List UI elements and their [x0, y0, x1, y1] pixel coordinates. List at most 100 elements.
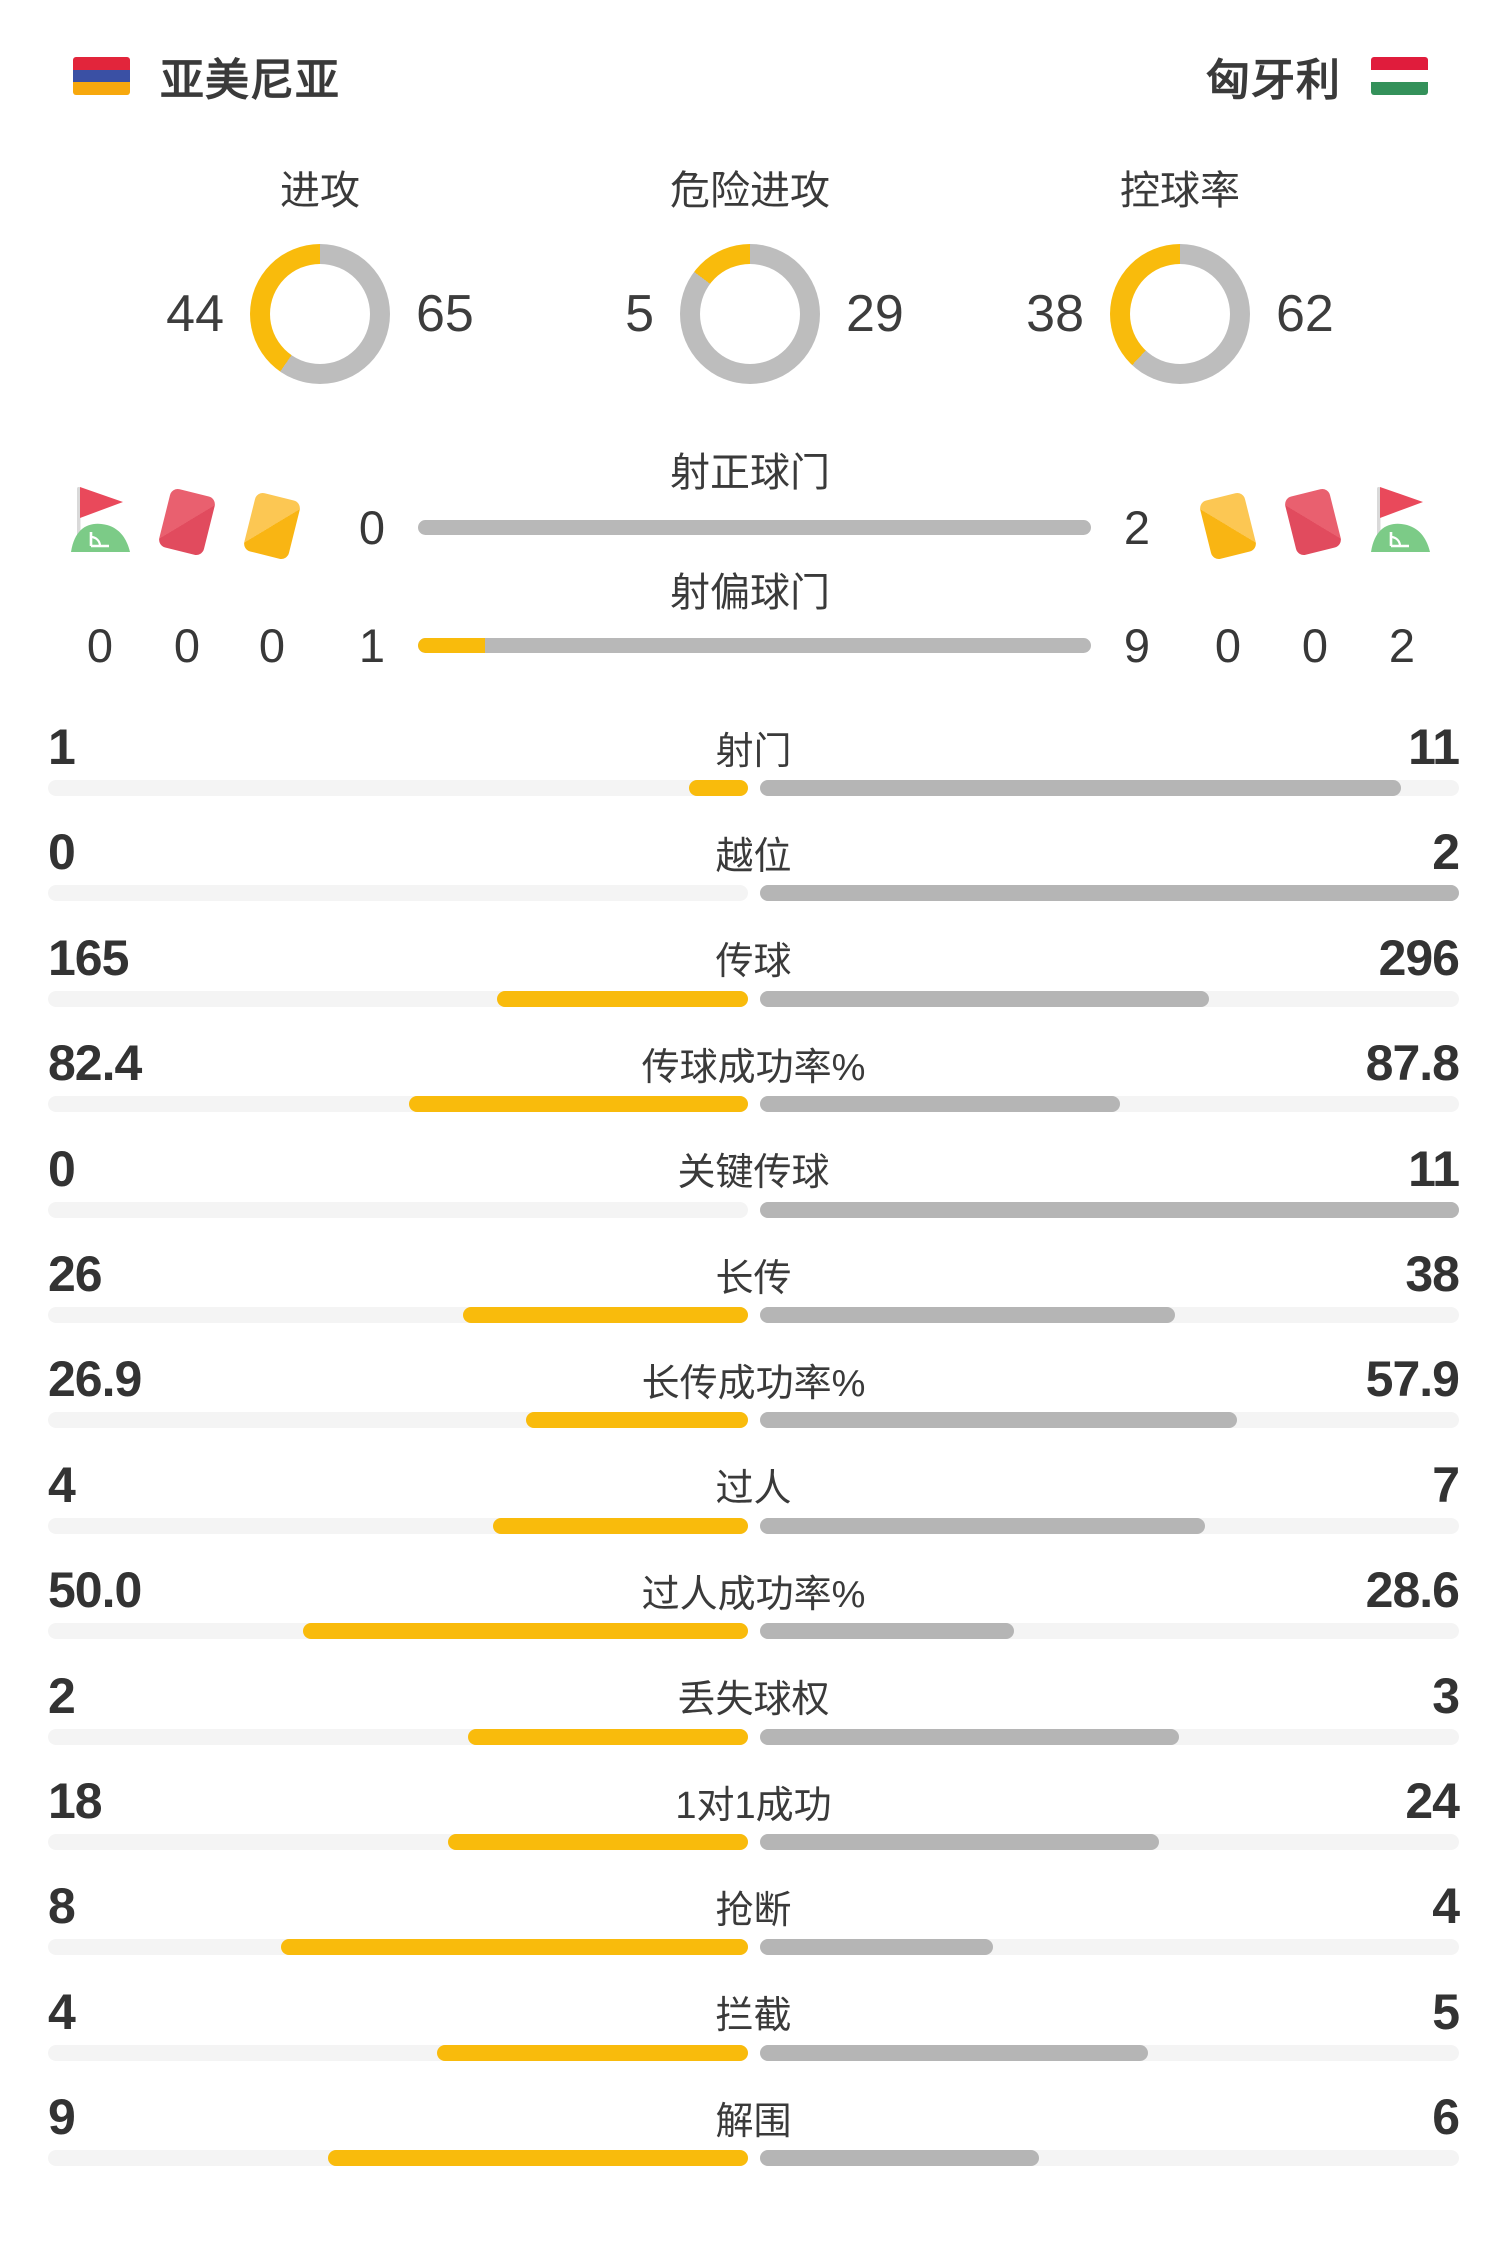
donut-away-value: 62: [1276, 285, 1334, 343]
stat-line: 抢断 8 4: [48, 1878, 1460, 1935]
stat-row: 丢失球权 2 3: [48, 1667, 1460, 1752]
away-bar-track: [759, 1096, 1459, 1113]
donut-chart: [1110, 244, 1250, 384]
stat-bars: [48, 990, 1459, 1007]
stat-line: 传球成功率% 82.4 87.8: [48, 1035, 1460, 1092]
home-bar-track: [48, 885, 748, 902]
home-bar-fill: [689, 780, 748, 796]
stat-home-value: 82.4: [48, 1035, 142, 1092]
donut-row: 5 29: [510, 244, 990, 384]
stat-line: 射门 1 11: [48, 719, 1460, 775]
donut-row: 44 65: [80, 244, 560, 384]
stat-away-value: 57.9: [1365, 1351, 1460, 1408]
stat-row: 传球 165 296: [48, 929, 1460, 1014]
stat-home-value: 26.9: [48, 1351, 142, 1408]
stat-away-value: 28.6: [1365, 1562, 1460, 1619]
stat-bars: [48, 1517, 1459, 1534]
donut-home-value: 5: [625, 285, 654, 343]
home-bar-fill: [447, 1834, 748, 1850]
stat-home-value: 2: [48, 1667, 76, 1724]
stat-label: 射门: [715, 730, 792, 773]
stat-row: 过人成功率% 50.0 28.6: [48, 1562, 1460, 1646]
stat-row: 射门 1 11: [48, 719, 1460, 803]
stat-bars: [48, 1201, 1459, 1218]
donut-home-value: 38: [1026, 285, 1084, 343]
armenia-flag-icon: [73, 57, 130, 95]
donut-home-value: 44: [166, 285, 224, 343]
stat-line: 长传成功率% 26.9 57.9: [48, 1351, 1460, 1408]
stat-away-value: 6: [1432, 2089, 1460, 2146]
corner-flag-icon: [1369, 486, 1431, 559]
stat-label: 拦截: [715, 1995, 792, 2038]
shot-bar-home-fill: [418, 638, 486, 653]
stat-line: 解围 9 6: [48, 2089, 1460, 2146]
away-bar-fill: [759, 1939, 993, 1956]
away-team: 匈牙利: [1206, 44, 1428, 108]
away-bar-fill: [759, 780, 1401, 796]
home-red-cards-count: 0: [173, 619, 201, 672]
away-bar-track: [759, 1517, 1459, 1534]
stat-away-value: 296: [1378, 929, 1460, 986]
away-bar-fill: [759, 2044, 1149, 2061]
shots-on-target-label: 射正球门: [670, 451, 830, 495]
home-bar-track: [48, 1307, 748, 1323]
stat-bars: [48, 2150, 1459, 2167]
stat-bars: [48, 1728, 1459, 1745]
stat-row: 长传成功率% 26.9 57.9: [48, 1351, 1460, 1435]
stat-label: 丢失球权: [677, 1679, 830, 1722]
donut-row: 38 62: [940, 244, 1420, 384]
donut-label: 危险进攻: [670, 169, 830, 213]
stat-line: 丢失球权 2 3: [48, 1667, 1460, 1724]
stat-away-value: 38: [1405, 1246, 1460, 1302]
home-bar-track: [48, 1201, 748, 1218]
stat-line: 过人成功率% 50.0 28.6: [48, 1562, 1460, 1619]
donut-chart: [250, 244, 390, 384]
stat-away-value: 24: [1405, 1773, 1460, 1829]
stat-row: 过人 4 7: [48, 1457, 1460, 1541]
stat-away-value: 5: [1432, 1983, 1460, 2040]
stat-away-value: 87.8: [1365, 1035, 1460, 1092]
home-team: 亚美尼亚: [73, 44, 340, 108]
stat-line: 拦截 4 5: [48, 1983, 1460, 2040]
stat-label: 长传: [715, 1257, 792, 1300]
home-bar-track: [48, 1412, 748, 1429]
home-bar-fill: [327, 2150, 748, 2167]
home-bar-track: [48, 1623, 748, 1640]
away-team-name: 匈牙利: [1206, 56, 1341, 105]
stat-away-value: 4: [1432, 1878, 1460, 1935]
stat-label: 传球成功率%: [641, 1046, 866, 1089]
stat-away-value: 2: [1432, 824, 1460, 881]
home-bar-track: [48, 1517, 748, 1534]
away-bar-track: [759, 1412, 1459, 1429]
stat-label: 过人: [715, 1468, 792, 1511]
away-bar-fill: [759, 1623, 1015, 1640]
stat-home-value: 8: [48, 1878, 76, 1935]
donut-hole: [270, 264, 370, 364]
donut-hole: [1130, 264, 1230, 364]
donut-hole: [700, 264, 800, 364]
stat-home-value: 0: [48, 824, 76, 881]
home-bar-fill: [408, 1096, 748, 1113]
stat-label: 过人成功率%: [641, 1573, 866, 1616]
home-bar-track: [48, 1834, 748, 1850]
stat-label: 解围: [715, 2100, 792, 2143]
stat-line: 1对1成功 18 24: [48, 1773, 1460, 1829]
home-bar-track: [48, 1939, 748, 1956]
stat-bars: [48, 1096, 1459, 1113]
donut-group: 进攻 44 65: [80, 166, 560, 384]
away-red-cards-count: 0: [1301, 619, 1329, 672]
home-bar-fill: [302, 1623, 748, 1640]
stat-label: 传球: [715, 941, 792, 984]
away-bar-track: [759, 1623, 1459, 1640]
stat-away-value: 11: [1408, 719, 1460, 775]
home-bar-fill: [493, 1517, 748, 1534]
away-bar-fill: [759, 2150, 1040, 2167]
stat-label: 长传成功率%: [641, 1362, 866, 1405]
away-bar-fill: [759, 1201, 1459, 1218]
stat-row: 拦截 4 5: [48, 1983, 1460, 2068]
away-corners-count: 2: [1388, 619, 1416, 672]
home-corners-count: 0: [86, 619, 114, 672]
stat-line: 传球 165 296: [48, 929, 1460, 986]
stat-row: 传球成功率% 82.4 87.8: [48, 1035, 1460, 1119]
header: 亚美尼亚 匈牙利: [73, 44, 1428, 108]
